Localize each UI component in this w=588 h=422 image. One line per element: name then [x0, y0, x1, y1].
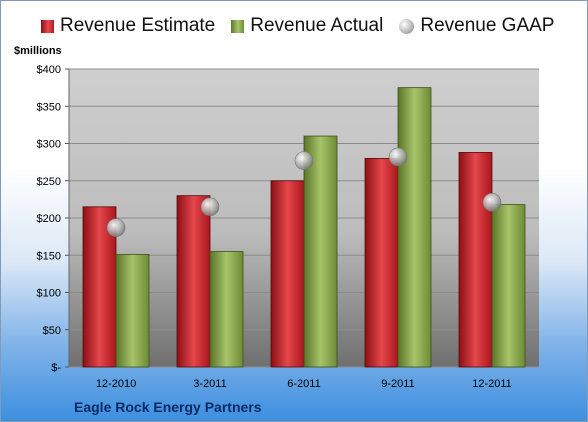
bar-revenue-estimate: [364, 157, 399, 368]
y-tick-label: $100: [37, 288, 61, 300]
x-tick-label: 6-2011: [287, 378, 320, 390]
bar-revenue-actual: [491, 204, 526, 368]
marker-revenue-gaap: [106, 218, 126, 237]
legend-label-actual: Revenue Actual: [250, 15, 384, 36]
bar-revenue-estimate: [176, 195, 211, 368]
bar-revenue-actual: [209, 251, 244, 368]
bar-revenue-actual: [115, 254, 150, 368]
y-axis-unit-label: $millions: [14, 45, 62, 57]
bar-revenue-estimate: [458, 152, 493, 368]
y-tick-label: $400: [37, 64, 61, 76]
bar-revenue-estimate: [270, 180, 305, 368]
marker-revenue-gaap: [482, 193, 502, 212]
y-tick-label: $300: [37, 139, 61, 151]
marker-revenue-gaap: [388, 147, 408, 167]
bar-revenue-actual: [397, 87, 432, 368]
marker-revenue-gaap: [200, 197, 220, 217]
bar-revenue-actual: [303, 135, 338, 368]
legend: Revenue Estimate Revenue Actual Revenue …: [41, 15, 570, 37]
x-tick-label: 12-2011: [472, 378, 512, 390]
legend-label-gaap: Revenue GAAP: [420, 15, 555, 36]
legend-label-estimate: Revenue Estimate: [60, 15, 216, 36]
legend-swatch-gaap: [399, 18, 415, 34]
y-tick-label: $200: [37, 213, 61, 225]
legend-swatch-actual: [231, 19, 245, 33]
y-tick-label: $50: [43, 325, 61, 337]
y-tick-label: $150: [37, 250, 61, 262]
y-tick-label: $250: [37, 176, 61, 188]
legend-item-gaap: Revenue GAAP: [399, 15, 554, 37]
y-tick-label: $-: [51, 362, 61, 374]
marker-revenue-gaap: [294, 151, 314, 170]
legend-item-estimate: Revenue Estimate: [41, 15, 215, 37]
company-name: Eagle Rock Energy Partners: [74, 399, 262, 415]
legend-item-actual: Revenue Actual: [231, 15, 383, 37]
x-tick-label: 9-2011: [381, 378, 414, 390]
y-tick-label: $350: [37, 101, 61, 113]
legend-swatch-estimate: [41, 19, 54, 33]
x-tick-label: 12-2010: [96, 378, 136, 390]
x-tick-label: 3-2011: [193, 378, 226, 390]
